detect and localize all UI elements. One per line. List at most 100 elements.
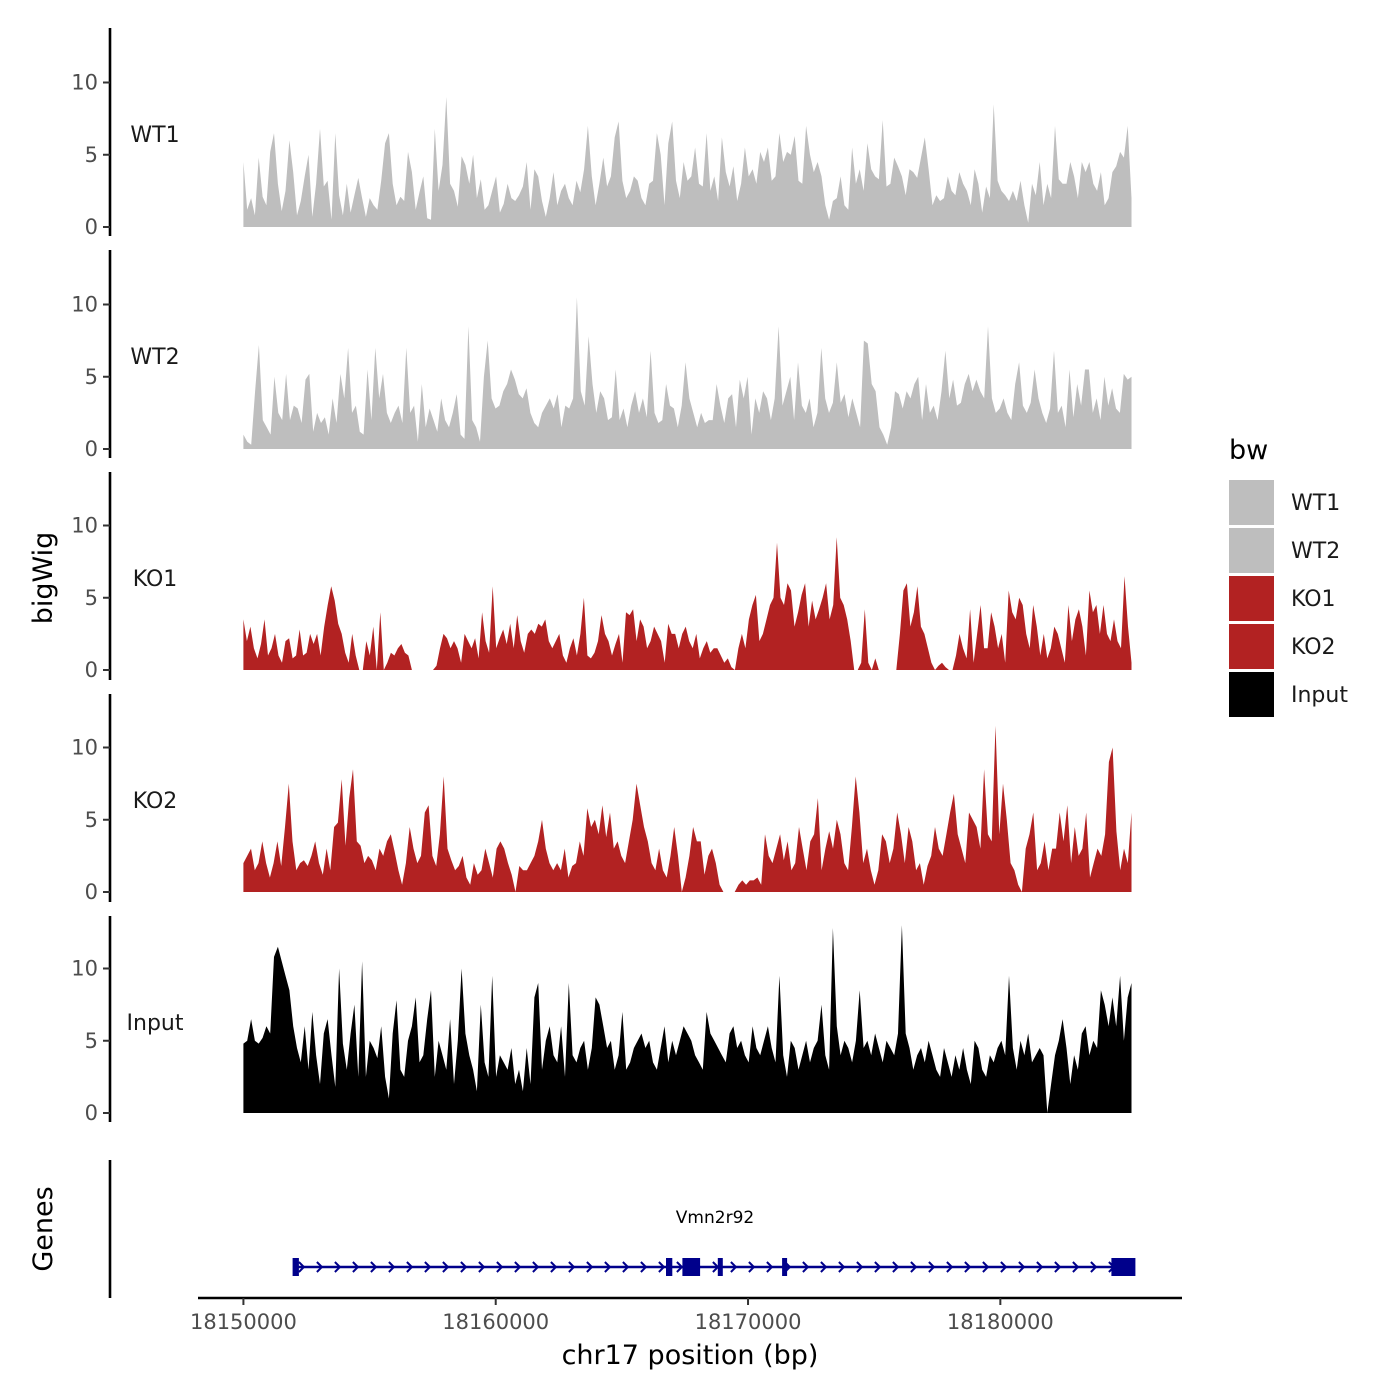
y-tick-label: 0 [85, 880, 98, 904]
strand-arrow [982, 1261, 990, 1273]
strand-arrow [640, 1261, 648, 1273]
legend: bw WT1 WT2 KO1 KO2 Input [1229, 435, 1348, 717]
track-ko2: 0 5 10 KO2 [71, 694, 1132, 904]
strand-arrow [496, 1261, 504, 1273]
strand-arrow [388, 1261, 396, 1273]
strand-arrow [370, 1261, 378, 1273]
track-label-wt1: WT1 [130, 123, 179, 148]
y-tick-label: 10 [71, 736, 98, 760]
x-tick-label: 18150000 [190, 1310, 297, 1334]
x-tick-label: 18160000 [442, 1310, 549, 1334]
strand-arrow [910, 1261, 918, 1273]
strand-arrow [514, 1261, 522, 1273]
strand-arrow [352, 1261, 360, 1273]
coverage-area-ko1 [243, 537, 1132, 670]
track-ko1: 0 5 10 KO1 [71, 472, 1132, 682]
legend-swatch-ko2 [1229, 624, 1274, 669]
legend-swatch-wt1 [1229, 480, 1274, 525]
strand-arrow [964, 1261, 972, 1273]
y-tick-label: 5 [85, 586, 98, 610]
track-wt1: 0 5 10 WT1 [71, 28, 1132, 239]
x-tick-label: 18180000 [947, 1310, 1054, 1334]
y-tick-label: 10 [71, 71, 98, 95]
strand-arrow [478, 1261, 486, 1273]
coverage-area-input [243, 925, 1132, 1113]
track-input: 0 5 10 Input [71, 916, 1132, 1125]
y-tick-label: 5 [85, 143, 98, 167]
coverage-area-wt2 [243, 297, 1132, 449]
y-tick-label: 5 [85, 808, 98, 832]
genes-panel: Vmn2r92 [108, 1160, 1136, 1298]
x-tick-label: 18170000 [695, 1310, 802, 1334]
strand-arrow [892, 1261, 900, 1273]
y-tick-label: 0 [85, 1101, 98, 1125]
legend-title: bw [1229, 435, 1268, 466]
coverage-tracks: 0 5 10 WT1 0 5 10 WT2 0 5 10 KO1 0 5 10 KO2 0 5 10 Input [71, 28, 1132, 1125]
gene-exon [782, 1258, 788, 1276]
strand-arrow [748, 1261, 756, 1273]
legend-swatch-wt2 [1229, 528, 1274, 573]
y-tick-label: 10 [71, 293, 98, 317]
gene-label-vmn2r92: Vmn2r92 [676, 1208, 754, 1228]
strand-arrow [820, 1261, 828, 1273]
track-wt2: 0 5 10 WT2 [71, 250, 1132, 461]
strand-arrow [730, 1261, 738, 1273]
strand-arrow [1054, 1261, 1062, 1273]
coverage-area-ko2 [243, 725, 1132, 892]
strand-arrow [676, 1261, 684, 1273]
gene-exon [292, 1258, 299, 1276]
legend-label-input: Input [1291, 683, 1348, 708]
strand-arrow [928, 1261, 936, 1273]
x-axis-title: chr17 position (bp) [562, 1340, 819, 1371]
gene-exon [1111, 1258, 1136, 1276]
legend-swatch-ko1 [1229, 576, 1274, 621]
y-tick-label: 10 [71, 514, 98, 538]
strand-arrow [316, 1261, 324, 1273]
gene-exon [717, 1258, 723, 1276]
strand-arrow [568, 1261, 576, 1273]
strand-arrow [622, 1261, 630, 1273]
gene-exon [682, 1258, 701, 1276]
legend-label-ko2: KO2 [1291, 635, 1336, 660]
strand-arrow [658, 1261, 666, 1273]
strand-arrow [874, 1261, 882, 1273]
strand-arrow [1036, 1261, 1044, 1273]
track-label-wt2: WT2 [130, 345, 179, 370]
strand-arrow [1018, 1261, 1026, 1273]
legend-label-wt2: WT2 [1291, 539, 1340, 564]
x-axis: 18150000 18160000 18170000 18180000 [190, 1296, 1182, 1334]
strand-arrow [856, 1261, 864, 1273]
strand-arrow [586, 1261, 594, 1273]
track-label-ko2: KO2 [133, 789, 178, 814]
y-tick-label: 0 [85, 437, 98, 461]
y-tick-label: 5 [85, 1029, 98, 1053]
legend-label-ko1: KO1 [1291, 587, 1336, 612]
strand-arrow [424, 1261, 432, 1273]
strand-arrow [1000, 1261, 1008, 1273]
genes-axis-title: Genes [28, 1186, 59, 1271]
y-axis-title: bigWig [28, 532, 59, 625]
strand-arrow [550, 1261, 558, 1273]
strand-arrow [442, 1261, 450, 1273]
gene-exon [666, 1258, 673, 1276]
strand-arrow [298, 1261, 306, 1273]
strand-arrow [946, 1261, 954, 1273]
y-tick-label: 5 [85, 365, 98, 389]
y-tick-label: 0 [85, 658, 98, 682]
legend-label-wt1: WT1 [1291, 491, 1340, 516]
strand-arrow [838, 1261, 846, 1273]
strand-arrow [766, 1261, 774, 1273]
y-tick-label: 10 [71, 957, 98, 981]
strand-arrow [460, 1261, 468, 1273]
strand-arrow [334, 1261, 342, 1273]
strand-arrow [532, 1261, 540, 1273]
strand-arrow [802, 1261, 810, 1273]
coverage-area-wt1 [243, 97, 1132, 227]
strand-arrow [1072, 1261, 1080, 1273]
y-tick-label: 0 [85, 215, 98, 239]
strand-arrow [604, 1261, 612, 1273]
strand-arrow [406, 1261, 414, 1273]
track-label-ko1: KO1 [133, 567, 178, 592]
track-label-input: Input [127, 1011, 184, 1036]
